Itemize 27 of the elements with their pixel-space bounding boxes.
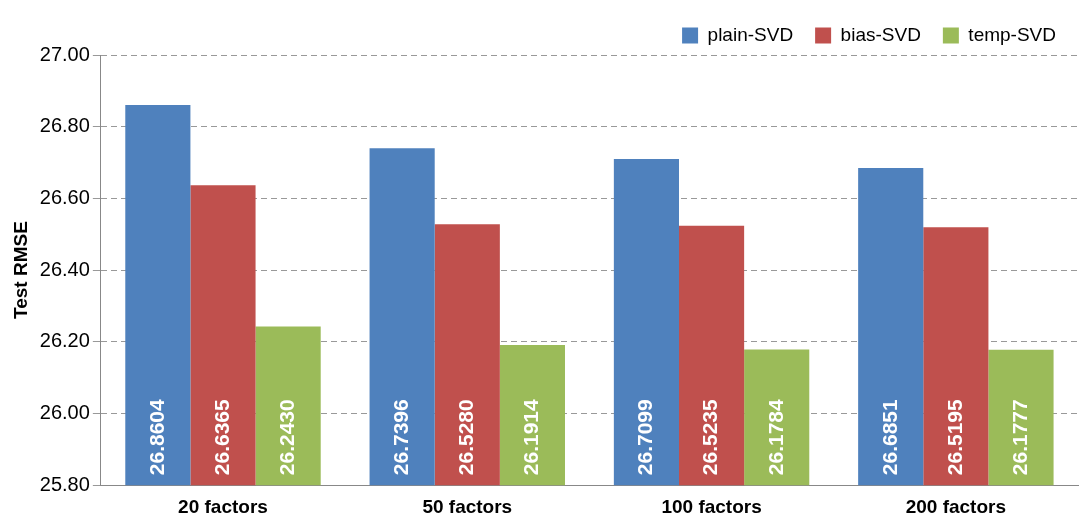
data-label: 26.5280	[454, 399, 478, 476]
y-tick-label: 26.80	[39, 114, 90, 137]
data-label: 26.6851	[877, 398, 901, 476]
data-label: 26.2430	[274, 399, 298, 476]
x-tick-label: 50 factors	[422, 495, 513, 517]
x-tick-label: 20 factors	[178, 495, 268, 517]
x-tick-label: 100 factors	[661, 495, 762, 517]
data-label: 26.6365	[209, 398, 233, 476]
data-label: 26.7396	[388, 399, 412, 476]
data-label: 26.5195	[942, 398, 966, 476]
y-tick-label: 27.00	[39, 42, 90, 65]
y-tick-label: 25.80	[39, 472, 90, 495]
data-label: 26.5235	[698, 398, 722, 476]
data-label: 26.1914	[519, 398, 543, 476]
data-label: 26.8604	[144, 398, 168, 476]
y-tick-label: 26.20	[39, 329, 90, 352]
legend-label: bias-SVD	[840, 23, 921, 45]
legend-label: plain-SVD	[707, 23, 794, 45]
x-tick-label: 200 factors	[905, 495, 1007, 517]
y-tick-label: 26.60	[39, 185, 90, 208]
y-axis-title: Test RMSE	[9, 221, 31, 320]
data-label: 26.1784	[763, 398, 787, 476]
y-tick-label: 26.00	[39, 401, 90, 424]
y-tick-label: 26.40	[39, 257, 90, 280]
data-label: 26.1777	[1007, 399, 1031, 476]
legend-label: temp-SVD	[968, 23, 1057, 45]
data-label: 26.7099	[633, 399, 657, 476]
